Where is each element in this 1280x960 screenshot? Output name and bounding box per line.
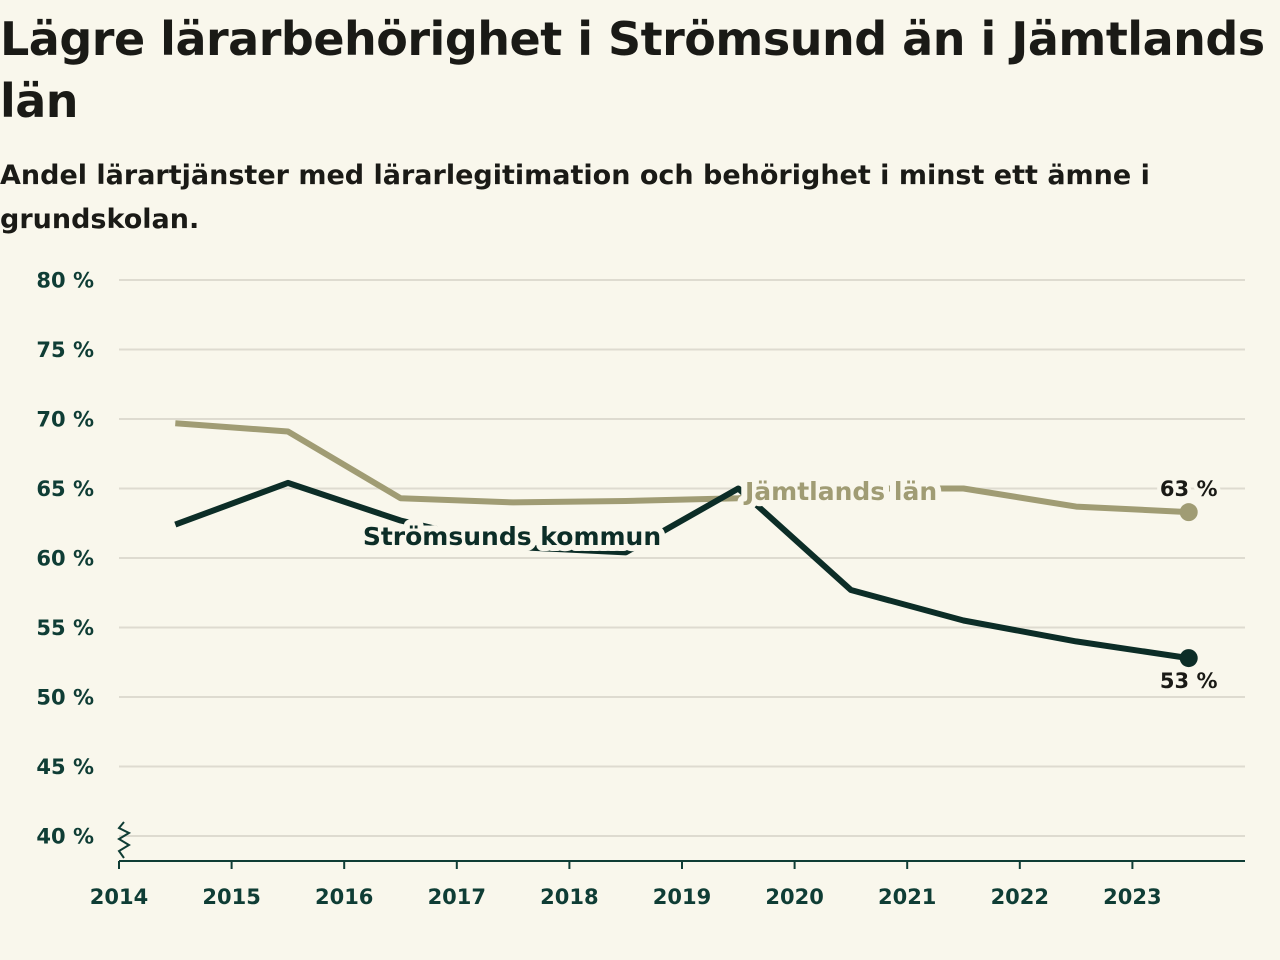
x-tick-label: 2020 bbox=[765, 885, 823, 909]
y-tick-label: 55 % bbox=[36, 616, 94, 640]
axis-break-icon bbox=[117, 821, 132, 859]
series-label-halo: Jämtlands län bbox=[743, 477, 937, 506]
series-label-1: Strömsunds kommun bbox=[363, 522, 661, 551]
x-axis: 2014 2015 2016 2017 2018 2019 2020 2021 2022 2023 bbox=[90, 860, 1245, 909]
series-line-0 bbox=[175, 420, 1189, 516]
x-tick-label: 2022 bbox=[991, 885, 1049, 909]
y-tick-label: 45 % bbox=[36, 755, 94, 779]
end-label-halo: 63 % bbox=[1160, 477, 1218, 501]
chart-title: Lägre lärarbehörighet i Strömsund än i J… bbox=[0, 12, 1265, 128]
y-tick-label: 70 % bbox=[36, 408, 94, 432]
series-label-0: Jämtlands län bbox=[743, 477, 937, 506]
end-value-label-1: 53 % bbox=[1160, 669, 1218, 693]
x-tick-label: 2018 bbox=[540, 885, 598, 909]
series-lines bbox=[174, 420, 1198, 668]
series-line-1 bbox=[174, 479, 1190, 662]
x-tick-label: 2016 bbox=[315, 885, 373, 909]
end-label-halo: 53 % bbox=[1160, 669, 1218, 693]
x-tick-label: 2019 bbox=[653, 885, 711, 909]
gridlines bbox=[119, 279, 1245, 837]
end-value-label-0: 63 % bbox=[1160, 477, 1218, 501]
y-tick-label: 50 % bbox=[36, 686, 94, 710]
y-tick-label: 40 % bbox=[36, 825, 94, 849]
chart-subtitle: Andel lärartjänster med lärarlegitimatio… bbox=[0, 160, 1150, 235]
series-end-point-0 bbox=[1179, 503, 1198, 522]
y-axis-ticks: 40 % 45 % 50 % 55 % 60 % 65 % 70 % 75 % 80 % bbox=[36, 269, 132, 859]
y-tick-label: 65 % bbox=[36, 477, 94, 501]
y-tick-label: 80 % bbox=[36, 269, 94, 293]
series-label-halo: Strömsunds kommun bbox=[363, 522, 661, 551]
x-tick-label: 2015 bbox=[202, 885, 260, 909]
y-tick-label: 60 % bbox=[36, 547, 94, 571]
x-tick-label: 2014 bbox=[90, 885, 148, 909]
y-tick-label: 75 % bbox=[36, 338, 94, 362]
x-tick-label: 2023 bbox=[1103, 885, 1161, 909]
x-tick-label: 2021 bbox=[878, 885, 936, 909]
series-end-point-1 bbox=[1179, 649, 1198, 668]
x-tick-label: 2017 bbox=[428, 885, 486, 909]
